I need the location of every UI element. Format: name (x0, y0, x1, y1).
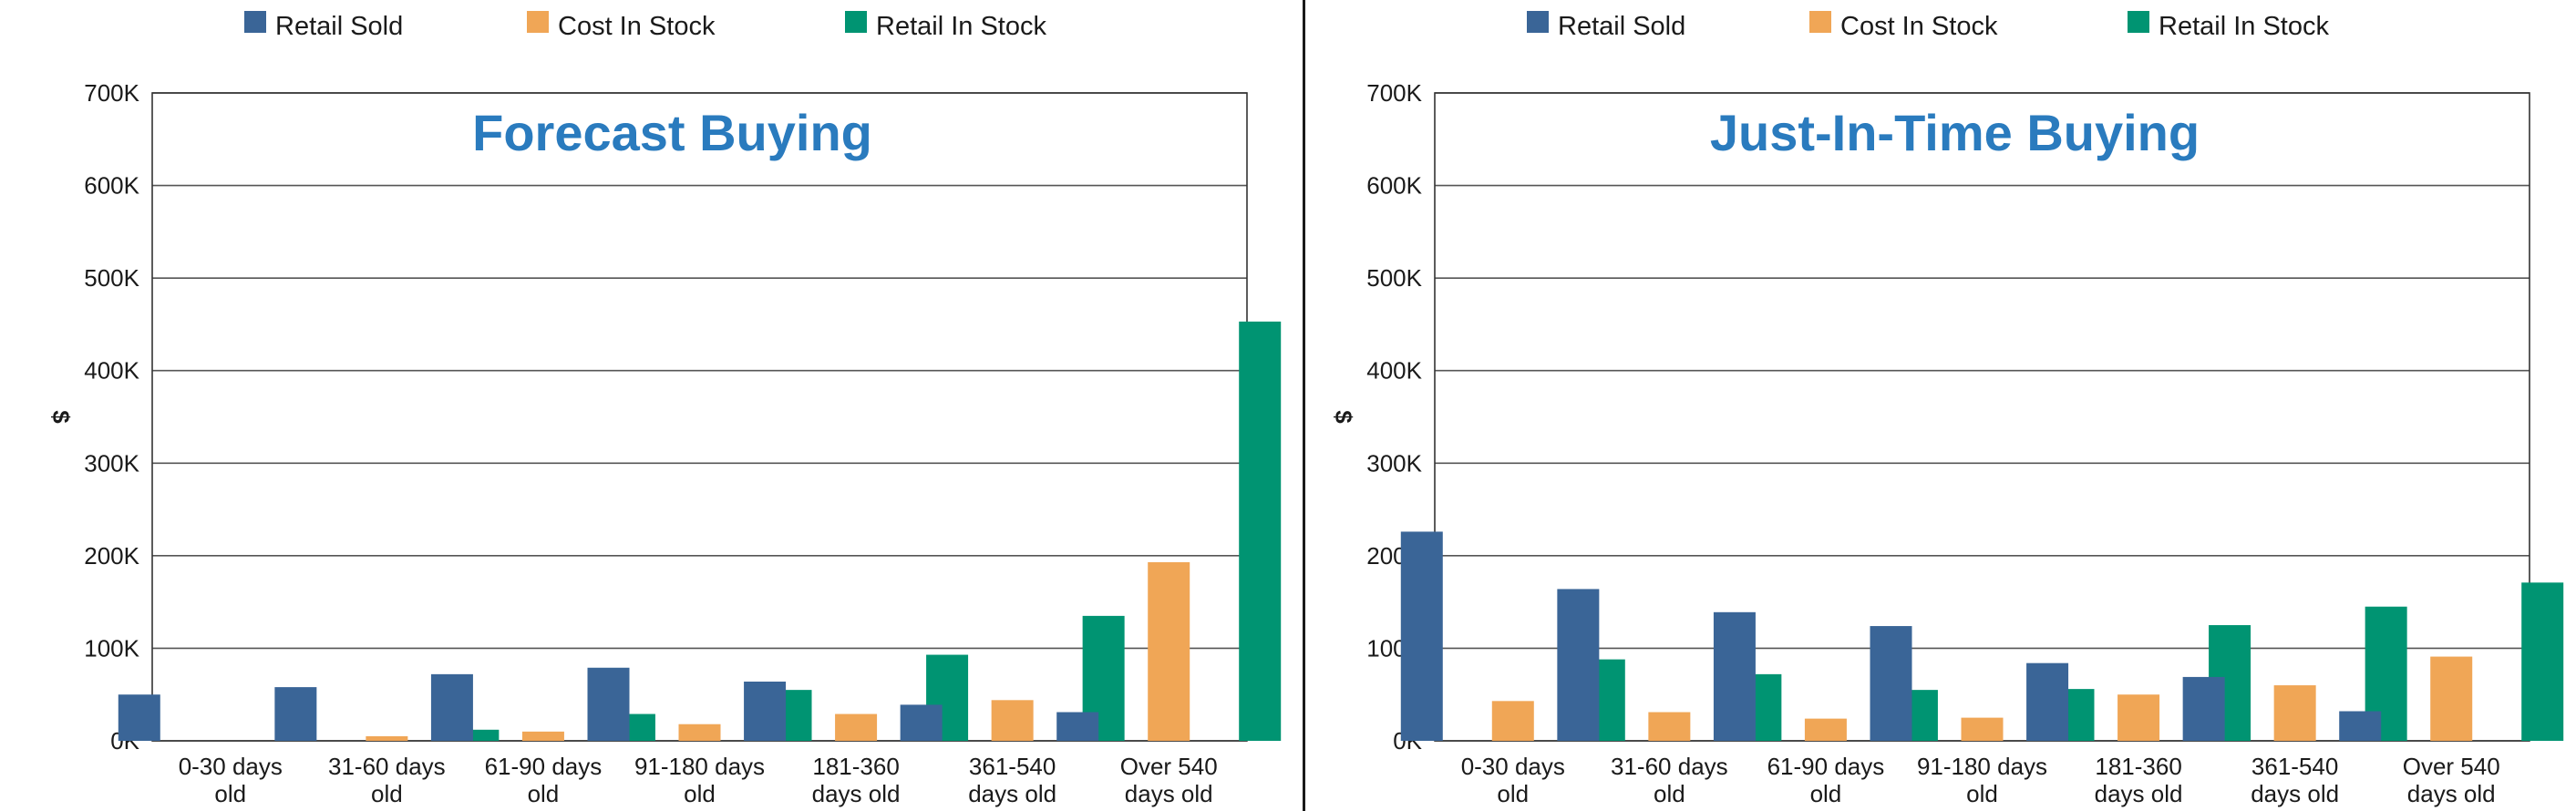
x-tick-label: 0-30 days (179, 753, 283, 780)
y-tick-label: 400K (84, 357, 139, 385)
x-tick-label: Over 540 (2403, 753, 2500, 780)
x-tick-label: days old (2251, 780, 2339, 807)
y-tick-label: 600K (84, 172, 139, 200)
x-tick-label: 181-360 (812, 753, 899, 780)
y-tick-label: 700K (1366, 79, 1422, 107)
bar-cost-in-stock (521, 731, 564, 741)
x-tick-label: days old (812, 780, 901, 807)
x-tick-label: 0-30 days (1461, 753, 1565, 780)
bar-cost-in-stock (366, 735, 408, 741)
bar-retail-sold (2182, 676, 2225, 741)
bar-cost-in-stock (1491, 701, 1534, 741)
x-tick-label: old (214, 780, 246, 807)
legend-swatch (1809, 11, 1831, 33)
panel-divider (1303, 0, 1305, 811)
chart-panel-1: Retail Sold Cost In Stock Retail In Stock 0… (47, 11, 1282, 807)
legend-swatch (845, 11, 867, 33)
legend-label: Retail Sold (275, 12, 403, 41)
x-tick-label: 31-60 days (1611, 753, 1728, 780)
y-tick-label: 600K (1366, 172, 1422, 200)
x-tick-label: days old (2407, 780, 2496, 807)
y-axis-label: $ (47, 410, 75, 424)
bar-cost-in-stock (678, 724, 721, 741)
bar-cost-in-stock (1804, 718, 1847, 741)
bar-cost-in-stock (1648, 712, 1691, 741)
chart-title: Just-In-Time Buying (1710, 104, 2200, 161)
y-tick-label: 400K (1366, 357, 1422, 385)
x-tick-label: 61-90 days (485, 753, 603, 780)
legend-swatch (244, 11, 266, 33)
x-tick-label: old (1810, 780, 1842, 807)
x-tick-label: old (1497, 780, 1529, 807)
bar-retail-sold (2026, 662, 2069, 741)
bar-retail-sold (2339, 711, 2382, 741)
legend-label: Retail In Stock (876, 12, 1046, 41)
x-tick-label: 361-540 (2251, 753, 2338, 780)
bar-retail-sold (1870, 626, 1912, 741)
x-tick-label: old (1966, 780, 1998, 807)
bar-retail-sold (1557, 589, 1600, 741)
bar-cost-in-stock (1148, 561, 1190, 741)
bar-retail-sold (430, 673, 473, 741)
y-tick-label: 300K (84, 449, 139, 477)
legend-swatch (527, 11, 549, 33)
bar-retail-sold (1400, 531, 1443, 741)
x-tick-label: old (528, 780, 560, 807)
bar-cost-in-stock (1961, 717, 2004, 741)
bar-retail-sold (1056, 712, 1099, 741)
bar-retail-sold (274, 687, 317, 741)
y-tick-label: 200K (84, 542, 139, 570)
y-axis-label: $ (1330, 410, 1357, 424)
x-tick-label: 181-360 (2095, 753, 2181, 780)
x-tick-label: 91-180 days (634, 753, 765, 780)
legend-label: Retail In Stock (2159, 12, 2329, 41)
bar-retail-sold (118, 694, 160, 741)
y-tick-label: 500K (84, 264, 139, 292)
bar-retail-in-stock (1239, 321, 1282, 741)
legend-label: Cost In Stock (1840, 12, 1998, 41)
y-tick-label: 500K (1366, 264, 1422, 292)
legend-swatch (1527, 11, 1549, 33)
bar-cost-in-stock (2430, 656, 2473, 741)
bar-retail-sold (900, 704, 943, 741)
bar-retail-sold (587, 667, 630, 741)
bar-cost-in-stock (2117, 694, 2160, 741)
legend-label: Cost In Stock (558, 12, 716, 41)
bar-retail-in-stock (2521, 582, 2564, 741)
x-tick-label: Over 540 (1120, 753, 1218, 780)
legend-swatch (2128, 11, 2149, 33)
x-tick-label: 361-540 (969, 753, 1056, 780)
x-tick-label: old (684, 780, 716, 807)
y-tick-label: 300K (1366, 449, 1422, 477)
x-tick-label: old (371, 780, 403, 807)
x-tick-label: 61-90 days (1767, 753, 1885, 780)
y-tick-label: 100K (84, 634, 139, 662)
x-tick-label: 31-60 days (328, 753, 446, 780)
chart-panel-2: Retail Sold Cost In Stock Retail In Stock 0… (1330, 11, 2564, 807)
legend-label: Retail Sold (1558, 12, 1685, 41)
bar-retail-sold (744, 681, 787, 741)
x-tick-label: 91-180 days (1917, 753, 2047, 780)
bar-cost-in-stock (835, 713, 878, 741)
bar-retail-sold (1713, 611, 1756, 741)
bar-cost-in-stock (991, 700, 1034, 741)
y-tick-label: 700K (84, 79, 139, 107)
x-tick-label: days old (968, 780, 1056, 807)
x-tick-label: days old (1125, 780, 1213, 807)
chart-title: Forecast Buying (472, 104, 872, 161)
x-tick-label: old (1654, 780, 1685, 807)
bar-cost-in-stock (2273, 685, 2316, 741)
x-tick-label: days old (2095, 780, 2183, 807)
